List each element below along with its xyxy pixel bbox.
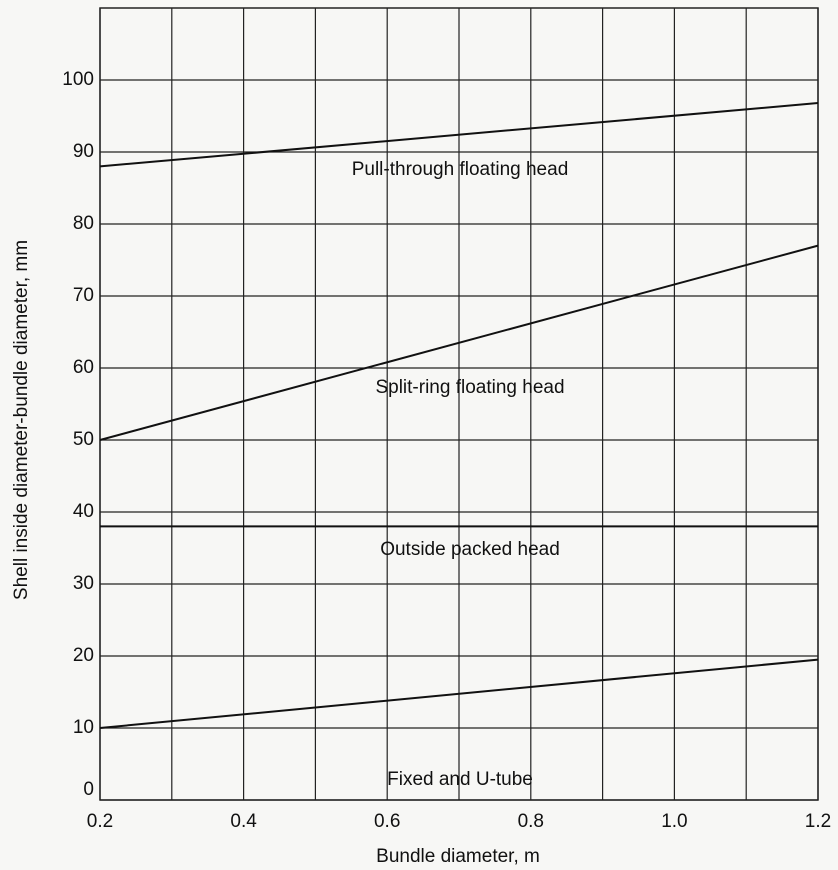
series-label: Fixed and U-tube xyxy=(387,769,533,790)
y-tick-label: 10 xyxy=(73,717,94,738)
y-tick-label: 80 xyxy=(73,213,94,234)
x-tick-label: 0.2 xyxy=(87,811,113,832)
y-tick-label: 40 xyxy=(73,501,94,522)
y-tick-label: 0 xyxy=(83,779,94,800)
y-tick-label: 100 xyxy=(62,69,94,90)
y-tick-label: 50 xyxy=(73,429,94,450)
chart: Bundle diameter, m Shell inside diameter… xyxy=(0,0,838,870)
y-tick-label: 90 xyxy=(73,141,94,162)
y-tick-label: 30 xyxy=(73,573,94,594)
x-tick-label: 1.0 xyxy=(661,811,687,832)
y-tick-label: 70 xyxy=(73,285,94,306)
x-tick-label: 0.6 xyxy=(374,811,400,832)
series-label: Outside packed head xyxy=(380,539,560,560)
x-tick-label: 0.4 xyxy=(230,811,257,832)
series-label: Split-ring floating head xyxy=(375,377,564,398)
y-tick-label: 20 xyxy=(73,645,94,666)
x-axis-label: Bundle diameter, m xyxy=(376,846,540,867)
y-axis-label: Shell inside diameter-bundle diameter, m… xyxy=(11,240,32,600)
x-tick-label: 0.8 xyxy=(518,811,544,832)
x-tick-label: 1.2 xyxy=(805,811,831,832)
y-tick-label: 60 xyxy=(73,357,94,378)
series-label: Pull-through floating head xyxy=(352,159,569,180)
